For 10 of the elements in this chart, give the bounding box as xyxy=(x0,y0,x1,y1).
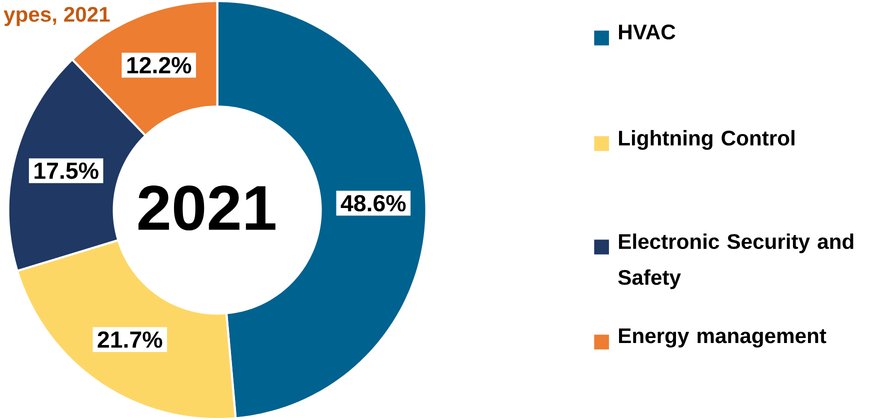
data-label: 48.6% xyxy=(340,194,406,212)
data-label: 17.5% xyxy=(34,162,98,179)
legend-label: Electronic Security and Safety xyxy=(618,233,854,290)
data-label: 21.7% xyxy=(98,331,162,348)
legend-label: Energy management xyxy=(619,328,826,348)
data-label: 12.2% xyxy=(127,56,192,74)
chart-title: ypes, 2021 xyxy=(4,6,110,26)
text: 2021 xyxy=(138,185,276,230)
legend-label: HVAC xyxy=(619,24,676,40)
legend-label: Lightning Control xyxy=(619,130,794,150)
